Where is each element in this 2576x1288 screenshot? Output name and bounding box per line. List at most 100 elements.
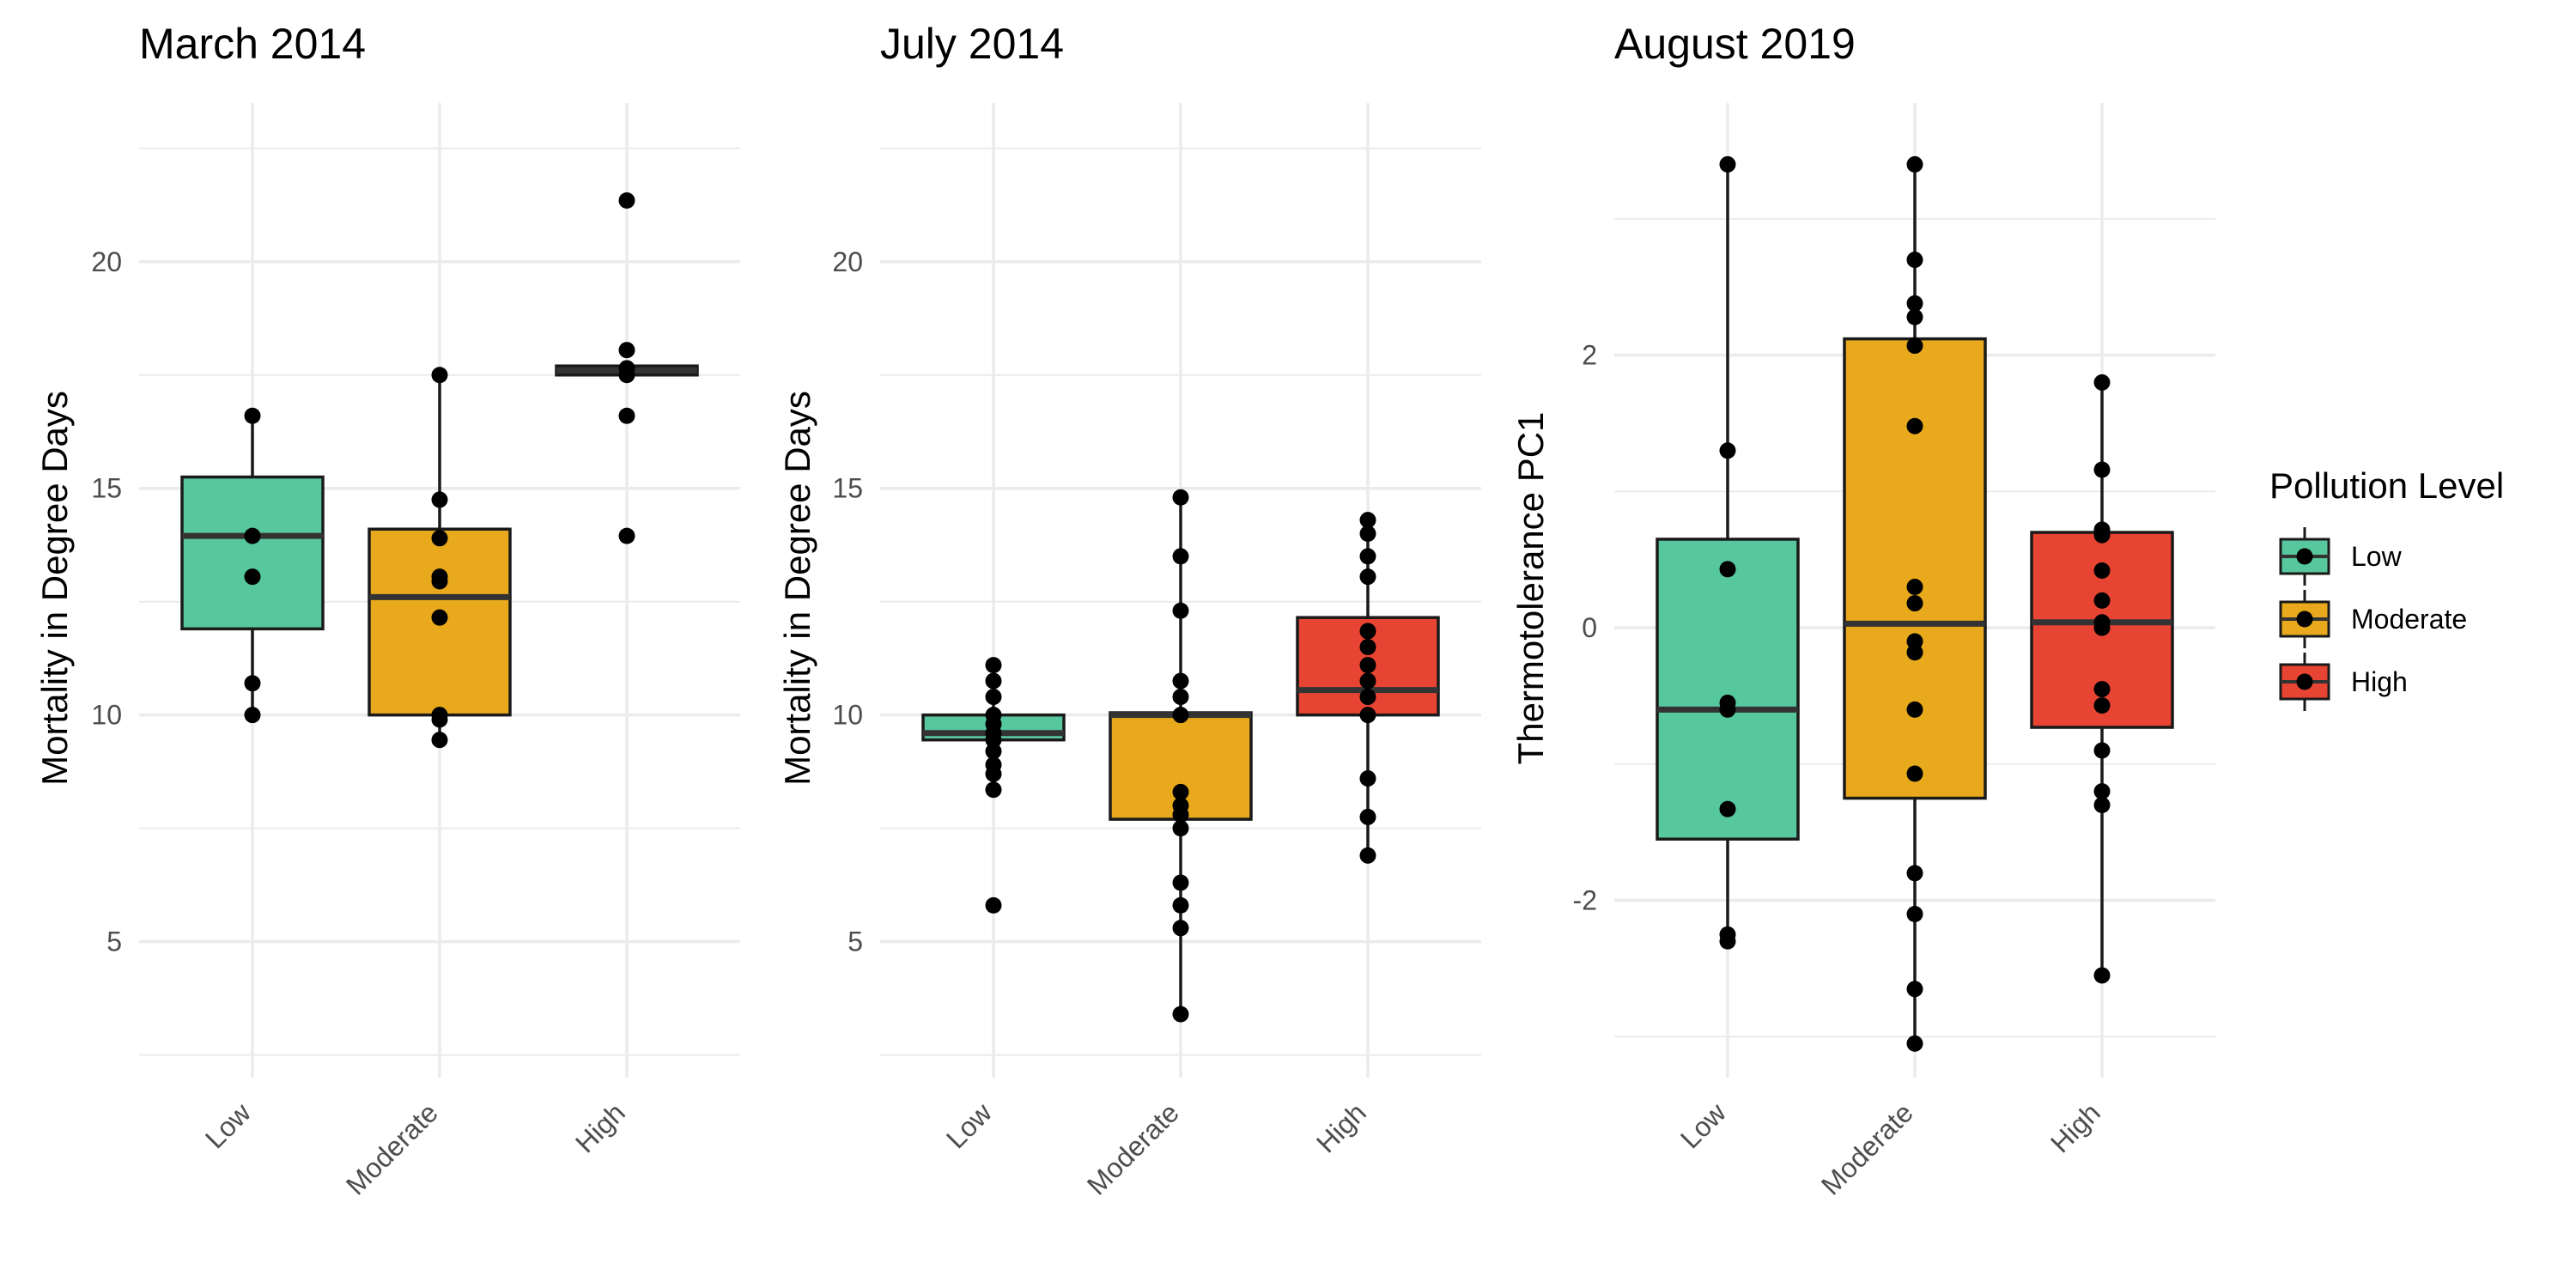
data-point <box>1906 417 1923 434</box>
data-point <box>1359 770 1376 787</box>
data-point <box>1906 595 1923 612</box>
box-moderate <box>1109 497 1253 1015</box>
y-axis-title: Mortality in Degree Days <box>777 391 817 786</box>
box-iqr <box>180 475 325 631</box>
data-point <box>1172 783 1189 800</box>
legend-key-high <box>2279 653 2330 711</box>
data-point <box>2093 783 2111 800</box>
data-point <box>985 657 1002 674</box>
data-point <box>1359 689 1376 706</box>
y-tick-label: 2 <box>1582 340 1597 371</box>
data-point <box>1172 806 1189 823</box>
data-point <box>985 765 1002 782</box>
data-point <box>1172 874 1189 891</box>
data-point <box>1359 526 1376 543</box>
data-point <box>1172 920 1189 937</box>
x-tick-label: Moderate <box>340 1097 444 1200</box>
legend-label: Low <box>2351 541 2403 572</box>
data-point <box>1719 701 1736 718</box>
data-point <box>2093 461 2111 478</box>
x-tick-label: Low <box>1674 1097 1733 1155</box>
panel-1: 5 10 15 20 Low Moderate High March 2014 Mortalit… <box>34 20 740 1201</box>
data-point <box>244 675 261 692</box>
data-point <box>1359 808 1376 825</box>
data-point <box>618 407 635 424</box>
data-point <box>1719 155 1736 173</box>
data-point <box>1172 489 1189 506</box>
x-tick-label: High <box>2044 1097 2106 1158</box>
legend-key-low <box>2279 527 2330 586</box>
data-point <box>1359 568 1376 586</box>
x-tick-label: Moderate <box>1081 1097 1185 1200</box>
data-point <box>2093 697 2111 714</box>
legend-point <box>2296 548 2313 565</box>
data-point <box>1172 602 1189 619</box>
box-low <box>180 416 325 715</box>
data-point <box>1719 561 1736 578</box>
panel-title: July 2014 <box>880 20 1064 68</box>
data-point <box>431 609 448 626</box>
data-point <box>2093 742 2111 759</box>
box-iqr <box>1656 538 1800 841</box>
data-point <box>2093 374 2111 391</box>
legend-key-moderate <box>2279 590 2330 648</box>
data-point <box>985 896 1002 914</box>
data-point <box>1359 847 1376 864</box>
data-point <box>985 781 1002 799</box>
data-point <box>431 711 448 728</box>
legend-point <box>2296 673 2313 690</box>
data-point <box>985 689 1002 706</box>
data-point <box>1172 672 1189 690</box>
data-point <box>1906 765 1923 782</box>
data-point <box>618 367 635 384</box>
data-point <box>244 707 261 724</box>
data-point <box>431 491 448 508</box>
legend-point <box>2296 611 2313 628</box>
data-point <box>1359 638 1376 655</box>
y-tick-label: 0 <box>1582 612 1597 643</box>
data-point <box>1172 820 1189 837</box>
data-point <box>431 530 448 547</box>
data-point <box>1906 155 1923 173</box>
x-tick-label: Low <box>199 1097 258 1155</box>
data-point <box>1719 933 1736 950</box>
data-point <box>2093 619 2111 636</box>
legend: Pollution Level Low Moderate High <box>2269 465 2504 711</box>
data-point <box>244 407 261 424</box>
y-tick-label: -2 <box>1573 885 1597 916</box>
y-axis-title: Mortality in Degree Days <box>34 391 75 786</box>
data-point <box>1172 896 1189 914</box>
data-point <box>1906 337 1923 355</box>
data-point <box>1172 548 1189 565</box>
data-point <box>1906 644 1923 661</box>
y-tick-label: 15 <box>832 473 863 504</box>
y-tick-label: 15 <box>91 473 122 504</box>
data-point <box>1359 657 1376 674</box>
data-point <box>2093 526 2111 544</box>
data-point <box>1906 1035 1923 1052</box>
data-point <box>1906 701 1923 718</box>
data-point <box>1359 512 1376 529</box>
data-point <box>1359 707 1376 724</box>
data-point <box>1906 981 1923 998</box>
data-point <box>985 732 1002 749</box>
data-point <box>1906 906 1923 923</box>
data-point <box>2093 681 2111 698</box>
data-point <box>1359 672 1376 690</box>
box-iqr <box>1843 337 1987 800</box>
data-point <box>431 573 448 590</box>
data-point <box>1906 308 1923 325</box>
data-point <box>618 192 635 209</box>
data-point <box>1906 865 1923 882</box>
data-point <box>1719 800 1736 817</box>
data-point <box>244 527 261 544</box>
x-tick-label: Moderate <box>1815 1097 1919 1200</box>
y-tick-label: 20 <box>832 246 863 277</box>
data-point <box>2093 797 2111 814</box>
data-point <box>1906 252 1923 269</box>
data-point <box>1359 623 1376 640</box>
data-point <box>1906 579 1923 596</box>
data-point <box>2093 967 2111 984</box>
